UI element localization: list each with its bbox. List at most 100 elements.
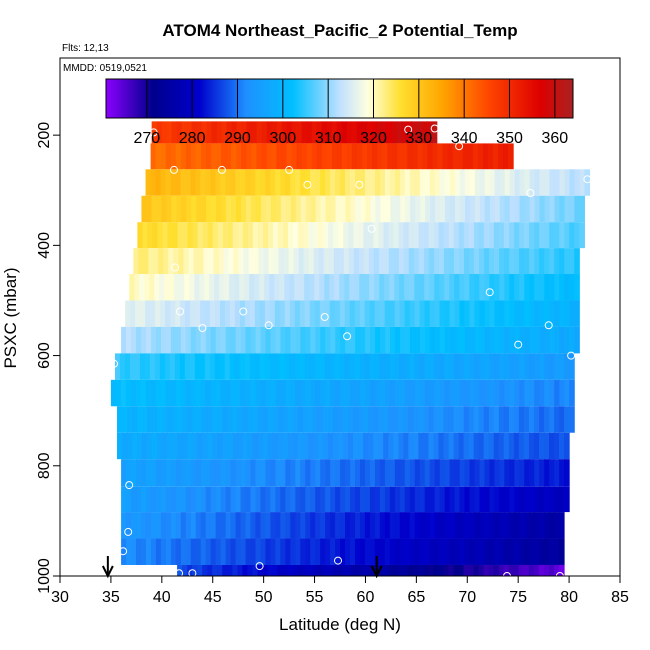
heatmap-cell (234, 274, 240, 301)
heatmap-cell (286, 143, 293, 170)
heatmap-cell (569, 169, 576, 196)
heatmap-cell (334, 353, 341, 380)
heatmap-cell (519, 353, 525, 380)
heatmap-cell (339, 353, 346, 380)
heatmap-cell (424, 169, 431, 196)
heatmap-band (117, 406, 575, 433)
heatmap-cell (182, 222, 189, 249)
heatmap-cell (519, 512, 525, 539)
heatmap-cell (454, 459, 461, 487)
heatmap-cell (409, 486, 416, 513)
heatmap-cell (241, 121, 248, 144)
heatmap-cell (464, 248, 470, 275)
heatmap-cell (133, 248, 139, 275)
heatmap-band (141, 195, 585, 223)
heatmap-cell (417, 143, 424, 170)
heatmap-cell (390, 195, 396, 223)
heatmap-cell (272, 222, 279, 249)
heatmap-cell (519, 274, 525, 301)
heatmap-cell (549, 300, 555, 327)
heatmap-cell (185, 300, 191, 327)
heatmap-cell (404, 300, 411, 327)
heatmap-band (129, 274, 580, 301)
heatmap-cell (294, 274, 300, 301)
heatmap-cell (518, 564, 525, 576)
heatmap-cell (209, 353, 216, 380)
heatmap-cell (389, 274, 395, 301)
heatmap-cell (255, 326, 262, 354)
heatmap-cell (157, 406, 163, 433)
heatmap-cell (310, 169, 316, 196)
heatmap-cell (260, 459, 267, 487)
heatmap-cell (539, 379, 545, 407)
heatmap-cell (469, 248, 475, 275)
colorbar: 270 280 290 300 310 320 330 340 350 360 (105, 78, 574, 147)
heatmap-cell (335, 326, 341, 354)
heatmap-cell (175, 379, 182, 407)
heatmap-cell (493, 432, 500, 460)
heatmap-cell (379, 300, 386, 327)
heatmap-cell (197, 564, 203, 576)
heatmap-cell (160, 326, 167, 354)
heatmap-cell (489, 248, 495, 275)
heatmap-cell (534, 379, 540, 407)
heatmap-cell (275, 512, 281, 539)
heatmap-cell (424, 379, 431, 407)
heatmap-cell (564, 326, 570, 354)
heatmap-cell (549, 459, 555, 487)
heatmap-cell (267, 406, 274, 433)
heatmap-cell (158, 248, 164, 275)
heatmap-cell (569, 248, 575, 275)
heatmap-cell (321, 143, 328, 170)
heatmap-cell (423, 406, 430, 433)
heatmap-cell (285, 486, 291, 513)
heatmap-cell (220, 486, 227, 513)
heatmap-cell (487, 143, 494, 170)
heatmap-cell (250, 512, 257, 539)
heatmap-cell (130, 379, 137, 407)
heatmap-cell (399, 300, 406, 327)
heatmap-cell (265, 512, 271, 539)
heatmap-cell (180, 538, 187, 565)
heatmap-cell (472, 143, 479, 170)
heatmap-cell (358, 406, 364, 433)
heatmap-cell (255, 379, 261, 407)
heatmap-cell (308, 248, 315, 275)
heatmap-cell (464, 486, 471, 513)
heatmap-cell (162, 222, 169, 249)
heatmap-cell (164, 353, 171, 380)
heatmap-cell (468, 564, 475, 576)
heatmap-cell (179, 353, 186, 380)
heatmap-cell (549, 248, 555, 275)
heatmap-cell (300, 538, 306, 565)
heatmap-cell (403, 564, 409, 576)
heatmap-cell (559, 169, 566, 196)
heatmap-cell (378, 432, 384, 460)
heatmap-cell (177, 222, 184, 249)
heatmap-cell (370, 326, 376, 354)
heatmap-cell (499, 169, 506, 196)
heatmap-cell (259, 274, 265, 301)
heatmap-cell (299, 274, 305, 301)
heatmap-cell (150, 538, 157, 565)
heatmap-cell (365, 195, 371, 223)
heatmap-cell (399, 353, 406, 380)
heatmap-cell (142, 222, 149, 249)
heatmap-cell (264, 353, 271, 380)
heatmap-cell (343, 406, 349, 433)
heatmap-cell (225, 538, 232, 565)
heatmap-cell (189, 353, 196, 380)
heatmap-cell (290, 486, 296, 513)
heatmap-cell (291, 143, 298, 170)
sample-point (188, 569, 197, 578)
heatmap-cell (454, 195, 461, 223)
heatmap-cell (245, 459, 252, 487)
heatmap-cell (539, 406, 545, 433)
heatmap-cell (344, 274, 350, 301)
heatmap-cell (285, 538, 291, 565)
heatmap-cell (499, 195, 506, 223)
heatmap-cell (336, 143, 343, 170)
heatmap-cell (554, 353, 560, 380)
heatmap-cell (564, 486, 570, 513)
heatmap-cell (305, 538, 311, 565)
